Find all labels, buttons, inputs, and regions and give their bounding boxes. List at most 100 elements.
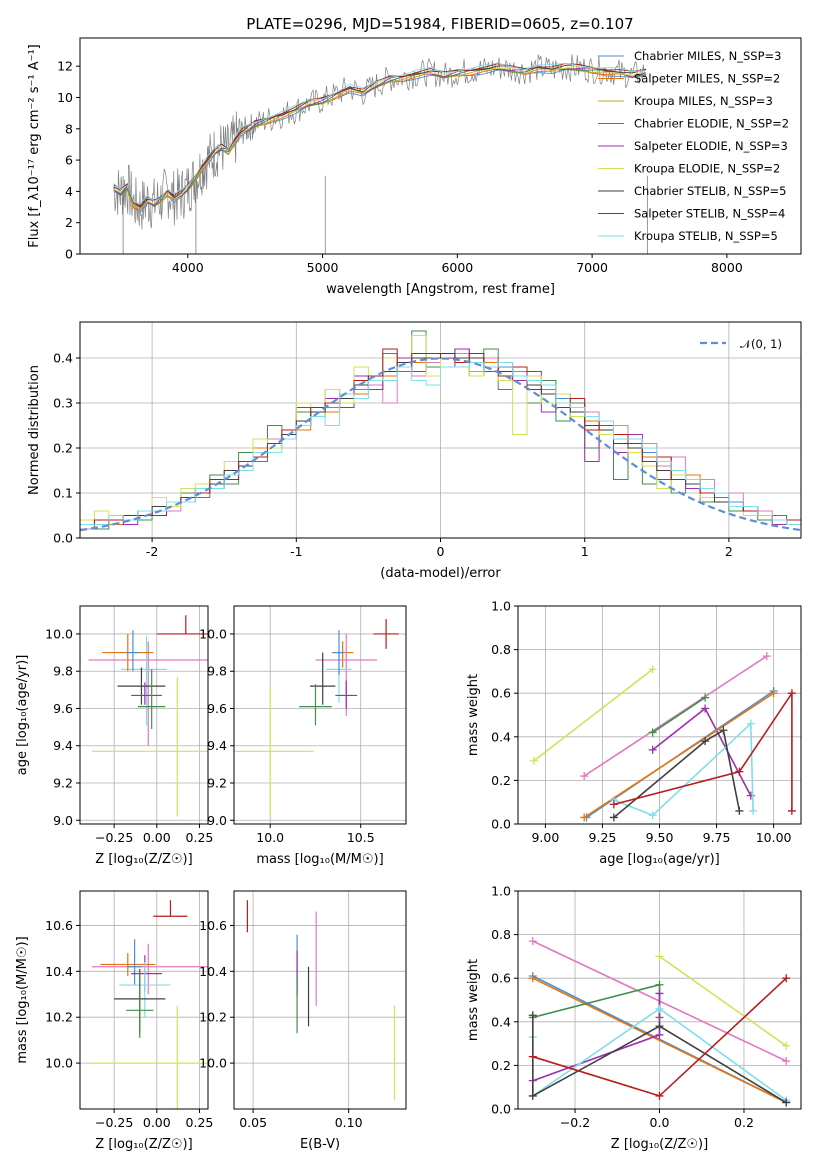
y-tick-label: 10.2 <box>45 1010 73 1025</box>
mass-weight-marker <box>528 1091 537 1100</box>
y-axis-label: mass weight <box>466 674 481 756</box>
error-bar-point <box>88 641 208 746</box>
mass-weight-marker <box>655 1091 664 1100</box>
mass-weight-marker <box>762 652 771 661</box>
x-tick-label: 0.25 <box>186 1115 214 1130</box>
plots: Chabrier MILES, N_SSP=3 Salpeter MILES, N… <box>15 37 802 1152</box>
mass-weight-marker <box>746 719 755 728</box>
y-tick-label: 10.2 <box>199 1010 227 1025</box>
y-tick-label: 10.0 <box>45 626 73 641</box>
error-bar-point <box>373 619 399 649</box>
y-axis-label: age [log₁₀(age/yr)] <box>15 655 30 776</box>
mass-weight-line <box>613 721 754 817</box>
mass-weight-marker <box>787 689 796 698</box>
mass-weight-marker <box>735 806 744 815</box>
y-tick-label: 0.8 <box>491 927 511 942</box>
legend-label: 𝒩(0, 1) <box>740 337 782 351</box>
mass-weight-marker <box>782 1057 791 1066</box>
x-tick-label: 0.10 <box>335 1115 363 1130</box>
chart-mass_vs_EBV: 0.05 0.10 10.0 10.2 10.4 10.6 E(B-V) <box>199 890 407 1152</box>
normal-reference-curve <box>80 357 801 532</box>
chart-age_vs_Z: −0.25 0.00 0.25 9.0 9.2 9.4 9.6 9.8 10.0 Z [log₁₀… <box>15 605 213 867</box>
plot-area <box>528 937 791 1107</box>
x-tick-label: 10.5 <box>347 830 375 845</box>
axes-frame <box>233 605 407 825</box>
y-axis-label: mass [log₁₀(M/M☉)] <box>15 936 30 1063</box>
mass-weight-marker <box>782 1041 791 1050</box>
mass-weight-marker <box>782 1098 791 1107</box>
mass-weight-marker <box>655 989 664 998</box>
axes-frame <box>79 605 209 825</box>
x-tick-label: −0.2 <box>560 1115 590 1130</box>
y-tick-label: 9.8 <box>207 664 227 679</box>
chart-mass_weight_vs_Z: −0.2 0.0 0.2 0.0 0.2 0.4 0.6 0.8 1.0 Z [log₁₀(Z/Z… <box>466 884 802 1152</box>
plot-area <box>91 900 208 1109</box>
y-axis-label: Flux [f_λ10⁻¹⁷ erg cm⁻² s⁻¹ A⁻¹] <box>27 44 42 248</box>
x-tick-label: 8000 <box>711 260 743 275</box>
mass-weight-line <box>532 977 787 1104</box>
plot-area <box>246 900 396 1100</box>
chart-spectrum: Chabrier MILES, N_SSP=3 Salpeter MILES, N… <box>27 37 802 297</box>
axes-frame <box>79 37 802 255</box>
x-tick-label: 7000 <box>576 260 608 275</box>
x-tick-label: 5000 <box>307 260 339 275</box>
mass-weight-marker <box>528 1052 537 1061</box>
histogram-series-line <box>80 362 801 525</box>
y-tick-label: 0.4 <box>53 351 73 366</box>
mass-weight-marker <box>655 1030 664 1039</box>
mass-weight-marker <box>701 704 710 713</box>
x-axis-label: (data-model)/error <box>380 566 501 581</box>
error-bar-point <box>126 630 140 672</box>
y-tick-label: 10 <box>57 90 73 105</box>
x-tick-label: 0 <box>437 544 445 559</box>
error-bar-point <box>234 686 314 817</box>
y-tick-label: 0.3 <box>53 396 73 411</box>
y-tick-label: 1.0 <box>491 599 511 614</box>
legend-label: Kroupa STELIB, N_SSP=5 <box>634 229 778 243</box>
mass-weight-marker <box>648 665 657 674</box>
y-tick-label: 9.0 <box>53 813 73 828</box>
error-bar-point <box>127 939 142 986</box>
y-tick-label: 1.0 <box>491 884 511 899</box>
plot-area <box>88 615 208 817</box>
y-tick-label: 4 <box>65 184 73 199</box>
x-axis-label: E(B-V) <box>300 1137 340 1152</box>
legend-label: Kroupa ELODIE, N_SSP=2 <box>634 162 780 176</box>
y-tick-label: 0.0 <box>491 1102 511 1117</box>
y-tick-label: 9.4 <box>207 738 227 753</box>
error-bar-point <box>333 630 345 675</box>
x-tick-label: 10.00 <box>756 830 792 845</box>
x-axis-label: Z [log₁₀(Z/Z☉)] <box>95 852 192 867</box>
y-tick-label: 0.4 <box>491 729 511 744</box>
model-spectrum-line <box>113 62 647 204</box>
mass-weight-marker <box>749 806 758 815</box>
mass-weight-line <box>583 692 775 819</box>
error-bar-point <box>91 943 208 995</box>
mass-weight-marker <box>528 1011 537 1020</box>
chart-residuals: 𝒩(0, 1) -2 -1 0 1 2 0.0 0.1 0.2 0.3 0.4 (data-model… <box>27 321 802 581</box>
x-tick-label: 9.00 <box>531 830 559 845</box>
x-tick-label: 0.05 <box>239 1115 267 1130</box>
y-tick-label: 10.4 <box>199 964 227 979</box>
legend-label: Salpeter MILES, N_SSP=2 <box>634 72 780 86</box>
error-bar-point <box>91 1005 208 1109</box>
error-bar-point <box>299 684 332 726</box>
x-tick-label: -2 <box>146 544 158 559</box>
y-tick-label: 9.6 <box>207 701 227 716</box>
y-tick-label: 9.4 <box>53 738 73 753</box>
mass-weight-marker <box>528 937 537 946</box>
y-tick-label: 0.2 <box>491 773 511 788</box>
x-tick-label: 9.50 <box>646 830 674 845</box>
model-spectrum-line <box>113 67 647 210</box>
plot-area <box>234 619 399 817</box>
mass-weight-line <box>583 655 768 777</box>
mass-weight-marker <box>655 980 664 989</box>
spectrum-legend: Chabrier MILES, N_SSP=3 Salpeter MILES, N… <box>598 49 789 243</box>
error-bar-point <box>119 962 171 1018</box>
error-bar-point <box>126 971 154 1038</box>
error-bar-point <box>156 615 208 635</box>
y-tick-label: 0.2 <box>53 441 73 456</box>
x-tick-label: 9.25 <box>589 830 617 845</box>
